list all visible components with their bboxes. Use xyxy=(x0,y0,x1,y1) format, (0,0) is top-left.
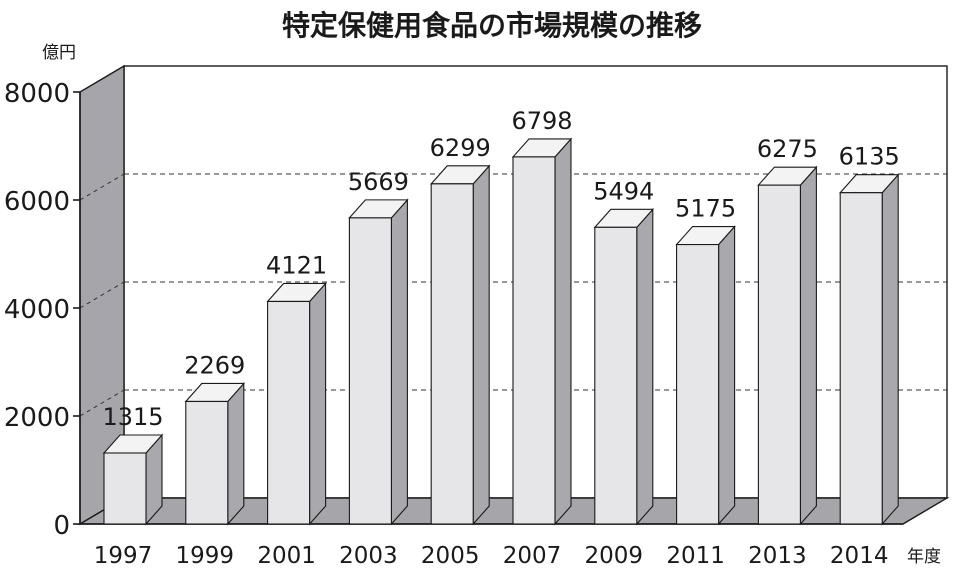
bar-side xyxy=(718,225,736,526)
bar xyxy=(348,217,392,525)
plot-area: 0 2000 4000 6000 8000 1315 1997 2269 1999 4121 200… xyxy=(4,64,950,569)
data-label: 5175 xyxy=(675,195,736,223)
data-label: 5494 xyxy=(593,177,654,205)
bar xyxy=(185,400,229,525)
x-tick-label: 2009 xyxy=(585,543,644,569)
y-tick-label: 0 xyxy=(53,511,70,541)
bar-side xyxy=(636,207,654,526)
bar xyxy=(103,452,147,525)
data-label: 6135 xyxy=(839,143,900,171)
data-label: 6275 xyxy=(757,135,818,163)
x-tick-label: 2001 xyxy=(257,543,316,569)
bar xyxy=(839,192,883,525)
bar xyxy=(512,156,556,525)
data-label: 6299 xyxy=(430,134,491,162)
x-tick-label: 1997 xyxy=(94,543,153,569)
data-label: 5669 xyxy=(348,168,409,196)
x-tick-label: 2014 xyxy=(830,543,889,569)
bar-side xyxy=(390,198,408,526)
bar-side xyxy=(881,173,899,526)
gridline-side xyxy=(79,281,125,309)
x-tick-label: 2003 xyxy=(339,543,398,569)
y-tick-label: 4000 xyxy=(4,295,70,325)
bar-side xyxy=(227,382,245,526)
y-axis-unit-label: 億円 xyxy=(42,43,76,63)
data-label: 6798 xyxy=(511,107,572,135)
data-label: 1315 xyxy=(102,403,163,431)
y-tick-label: 2000 xyxy=(4,403,70,433)
bar-side xyxy=(472,164,490,526)
bar xyxy=(676,244,720,525)
bar xyxy=(757,184,801,525)
x-tick-label: 2007 xyxy=(503,543,562,569)
gridline-side xyxy=(79,173,125,201)
bar xyxy=(594,226,638,525)
x-axis-unit-label: 年度 xyxy=(907,547,941,567)
data-label: 2269 xyxy=(184,351,245,379)
x-tick-label: 2005 xyxy=(421,543,480,569)
chart-title: 特定保健用食品の市場規模の推移 xyxy=(282,9,702,42)
bar xyxy=(267,300,311,525)
y-tick-label: 8000 xyxy=(4,79,70,109)
data-label: 4121 xyxy=(266,251,327,279)
x-tick-label: 2011 xyxy=(666,543,725,569)
bar-side xyxy=(554,137,572,526)
gridline-side xyxy=(79,389,125,417)
bar xyxy=(430,183,474,525)
x-tick-label: 2013 xyxy=(748,543,807,569)
x-tick-label: 1999 xyxy=(176,543,235,569)
y-tick-label: 6000 xyxy=(4,187,70,217)
bar-side xyxy=(309,282,327,526)
bar-side xyxy=(799,165,817,526)
